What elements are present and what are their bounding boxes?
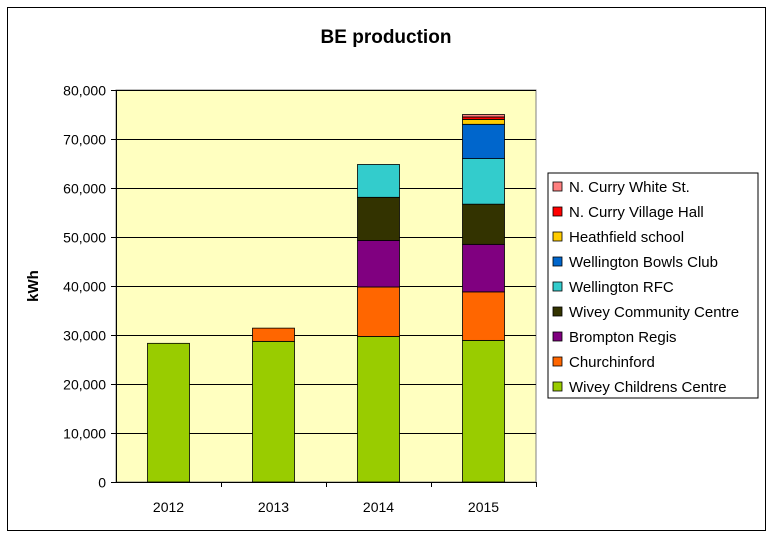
legend-label: Heathfield school	[569, 229, 684, 246]
y-tick-label: 70,000	[63, 132, 106, 148]
x-tick-label: 2014	[363, 499, 394, 515]
legend-swatch	[552, 231, 563, 242]
legend-swatch	[552, 306, 563, 317]
legend-label: N. Curry White St.	[569, 179, 690, 196]
legend-swatch	[552, 206, 563, 217]
legend-label: Wellington Bowls Club	[569, 254, 718, 271]
bar-segment-2015-wellington-rfc	[462, 158, 505, 205]
bar-segment-2015-wellington-bowls-club	[462, 123, 505, 160]
y-axis-label: kWh	[25, 270, 42, 302]
legend-swatch	[552, 281, 563, 292]
bar-segment-2015-brompton-regis	[462, 243, 505, 293]
bar-segment-2013-wivey-childrens-centre	[252, 340, 295, 483]
bar-segment-2015-wivey-childrens-centre	[462, 339, 505, 483]
y-tick-label: 60,000	[63, 181, 106, 197]
y-tick-label: 0	[98, 475, 106, 491]
bar-segment-2014-churchinford	[357, 286, 400, 337]
legend-swatch	[552, 181, 563, 192]
bar-segment-2015-n-curry-white-st	[462, 114, 505, 118]
bar-segment-2013-churchinford	[252, 327, 295, 342]
legend-label: N. Curry Village Hall	[569, 204, 704, 221]
x-tick-label: 2015	[468, 499, 499, 515]
y-tick-label: 10,000	[63, 426, 106, 442]
bar-segment-2015-heathfield-school	[462, 119, 505, 125]
legend-label: Wivey Childrens Centre	[569, 379, 727, 396]
legend-label: Churchinford	[569, 354, 655, 371]
y-tick-label: 80,000	[63, 83, 106, 99]
legend-label: Wellington RFC	[569, 279, 674, 296]
legend-label: Wivey Community Centre	[569, 304, 739, 321]
y-tick-label: 30,000	[63, 328, 106, 344]
y-tick-label: 50,000	[63, 230, 106, 246]
legend-swatch	[552, 381, 563, 392]
bar-segment-2014-wellington-rfc	[357, 164, 400, 198]
bar-segment-2012-wivey-childrens-centre	[147, 342, 190, 483]
x-tick-label: 2012	[153, 499, 184, 515]
bar-segment-2014-brompton-regis	[357, 240, 400, 288]
bar-segment-2015-churchinford	[462, 291, 505, 341]
legend-box	[547, 172, 759, 399]
bar-segment-2014-wivey-childrens-centre	[357, 336, 400, 483]
bars-layer	[147, 114, 505, 483]
x-tick-label: 2013	[258, 499, 289, 515]
bar-segment-2015-wivey-community-centre	[462, 203, 505, 245]
axes-layer: 0 10,000 20,000 30,000 40,000 50,000 60,000 70,…	[63, 83, 537, 515]
y-tick-label: 40,000	[63, 279, 106, 295]
y-tick-label: 20,000	[63, 377, 106, 393]
legend-swatch	[552, 331, 563, 342]
legend-swatch	[552, 356, 563, 367]
chart-title: BE production	[321, 27, 452, 48]
bar-segment-2014-wivey-community-centre	[357, 196, 400, 241]
legend-label: Brompton Regis	[569, 329, 677, 346]
legend-swatch	[552, 256, 563, 267]
legend: N. Curry White St. N. Curry Village Hall H…	[547, 172, 759, 399]
